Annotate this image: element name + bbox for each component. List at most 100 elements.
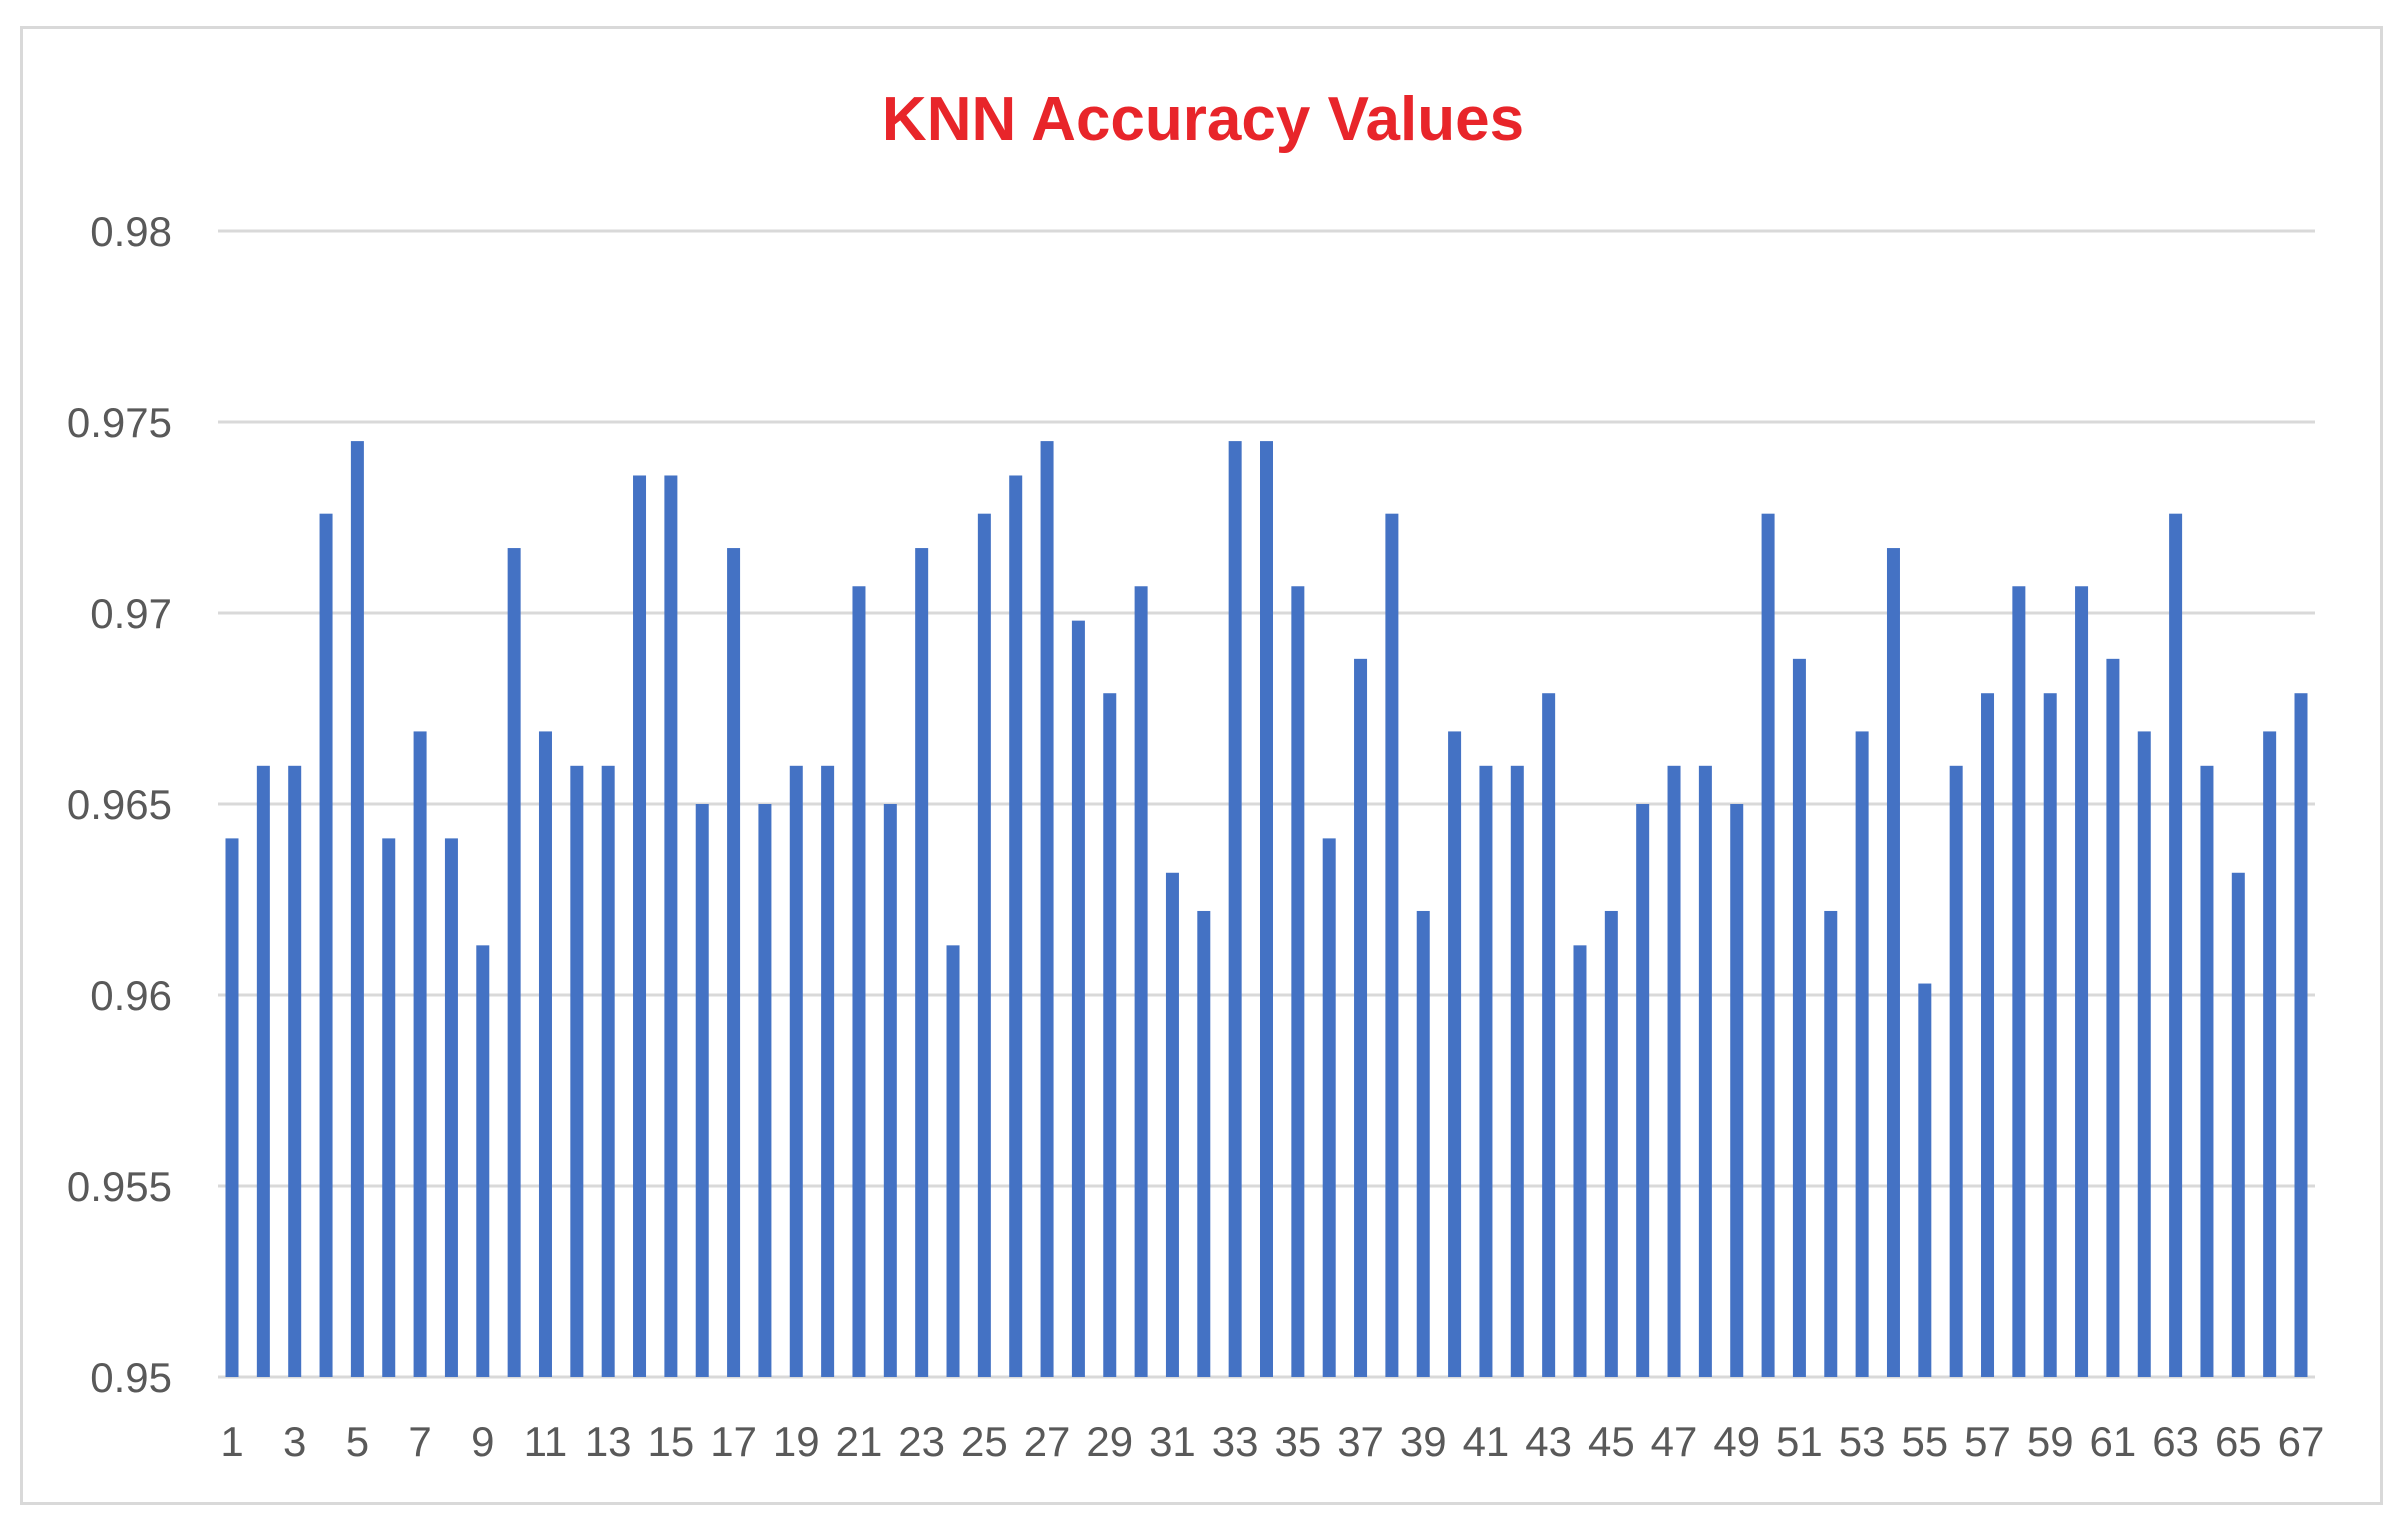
x-tick-label: 3 [283, 1418, 306, 1465]
x-tick-label: 57 [1964, 1418, 2011, 1465]
x-tick-label: 23 [898, 1418, 945, 1465]
y-tick-label: 0.97 [90, 590, 172, 637]
bar-60 [2075, 586, 2089, 1377]
bar-8 [444, 838, 458, 1377]
bar-53 [1855, 731, 1869, 1377]
bar-2 [256, 765, 270, 1377]
bar-51 [1792, 658, 1806, 1377]
x-tick-label: 47 [1651, 1418, 1698, 1465]
bar-58 [2012, 586, 2026, 1377]
x-tick-label: 11 [524, 1418, 568, 1465]
y-tick-label: 0.98 [90, 208, 172, 255]
bar-52 [1824, 910, 1838, 1377]
bar-17 [727, 548, 741, 1377]
x-tick-label: 5 [346, 1418, 369, 1465]
bar-4 [319, 513, 333, 1377]
bar-29 [1103, 693, 1117, 1377]
x-tick-label: 7 [408, 1418, 431, 1465]
y-tick-label: 0.975 [67, 399, 172, 446]
bar-48 [1698, 765, 1712, 1377]
y-tick-label: 0.96 [90, 972, 172, 1019]
bar-47 [1667, 765, 1681, 1377]
bar-27 [1040, 441, 1054, 1378]
bar-13 [601, 765, 615, 1377]
x-tick-label: 49 [1713, 1418, 1760, 1465]
x-tick-label: 29 [1086, 1418, 1133, 1465]
y-axis-labels: 0.95 0.955 0.96 0.965 0.97 0.975 0.98 [67, 208, 172, 1401]
bar-30 [1134, 586, 1148, 1377]
bar-67 [2294, 693, 2308, 1377]
bar-64 [2200, 765, 2214, 1377]
bar-32 [1197, 910, 1211, 1377]
bar-15 [664, 475, 678, 1378]
x-tick-label: 39 [1400, 1418, 1447, 1465]
y-tick-label: 0.965 [67, 781, 172, 828]
x-tick-label: 15 [648, 1418, 695, 1465]
x-tick-label: 63 [2152, 1418, 2199, 1465]
x-tick-label: 19 [773, 1418, 820, 1465]
x-tick-label: 33 [1212, 1418, 1259, 1465]
bar-18 [758, 804, 772, 1377]
bar-36 [1322, 838, 1336, 1377]
x-tick-label: 43 [1525, 1418, 1572, 1465]
bar-65 [2231, 872, 2245, 1377]
bar-49 [1730, 804, 1744, 1377]
x-tick-label: 45 [1588, 1418, 1635, 1465]
bar-40 [1448, 731, 1462, 1377]
bar-55 [1918, 983, 1932, 1377]
bar-57 [1981, 693, 1995, 1377]
bar-22 [883, 804, 897, 1377]
x-tick-label: 65 [2215, 1418, 2262, 1465]
x-tick-label: 25 [961, 1418, 1008, 1465]
bar-5 [350, 441, 364, 1378]
bar-11 [538, 731, 552, 1377]
bar-61 [2106, 658, 2120, 1377]
x-axis-labels: 1 3 5 7 9 11 13 15 17 19 21 23 25 27 29 31 33 35 37 39 41 43 4… [220, 1418, 2324, 1465]
bar-20 [821, 765, 835, 1377]
bar-63 [2169, 513, 2183, 1377]
bar-37 [1354, 658, 1368, 1377]
y-tick-label: 0.955 [67, 1163, 172, 1210]
bar-43 [1542, 693, 1556, 1377]
bar-21 [852, 586, 866, 1377]
bar-42 [1510, 765, 1524, 1377]
y-tick-label: 0.95 [90, 1354, 172, 1401]
x-tick-label: 51 [1776, 1418, 1823, 1465]
bar-25 [977, 513, 991, 1377]
bar-39 [1416, 910, 1430, 1377]
chart-title: KNN Accuracy Values [882, 85, 1524, 154]
bar-19 [789, 765, 803, 1377]
x-tick-label: 13 [585, 1418, 632, 1465]
x-tick-label: 41 [1463, 1418, 1510, 1465]
bar-33 [1228, 441, 1242, 1378]
bar-12 [570, 765, 584, 1377]
x-tick-label: 59 [2027, 1418, 2074, 1465]
bar-62 [2137, 731, 2151, 1377]
x-tick-label: 27 [1024, 1418, 1071, 1465]
bar-3 [288, 765, 302, 1377]
bar-54 [1886, 548, 1900, 1377]
x-tick-label: 9 [471, 1418, 494, 1465]
x-tick-label: 21 [836, 1418, 883, 1465]
x-tick-label: 67 [2278, 1418, 2325, 1465]
bar-7 [413, 731, 427, 1377]
bars [225, 441, 2308, 1378]
x-tick-label: 31 [1149, 1418, 1196, 1465]
bar-38 [1385, 513, 1399, 1377]
bar-45 [1604, 910, 1618, 1377]
x-tick-label: 61 [2090, 1418, 2137, 1465]
bar-50 [1761, 513, 1775, 1377]
bar-16 [695, 804, 709, 1377]
bar-35 [1291, 586, 1305, 1377]
bar-66 [2263, 731, 2277, 1377]
bar-34 [1260, 441, 1273, 1378]
bar-1 [225, 838, 239, 1377]
bar-44 [1573, 945, 1587, 1377]
bar-9 [476, 945, 490, 1377]
bar-10 [507, 548, 521, 1377]
bar-28 [1071, 620, 1085, 1377]
x-tick-label: 55 [1901, 1418, 1948, 1465]
x-tick-label: 1 [220, 1418, 243, 1465]
bar-59 [2043, 693, 2057, 1377]
